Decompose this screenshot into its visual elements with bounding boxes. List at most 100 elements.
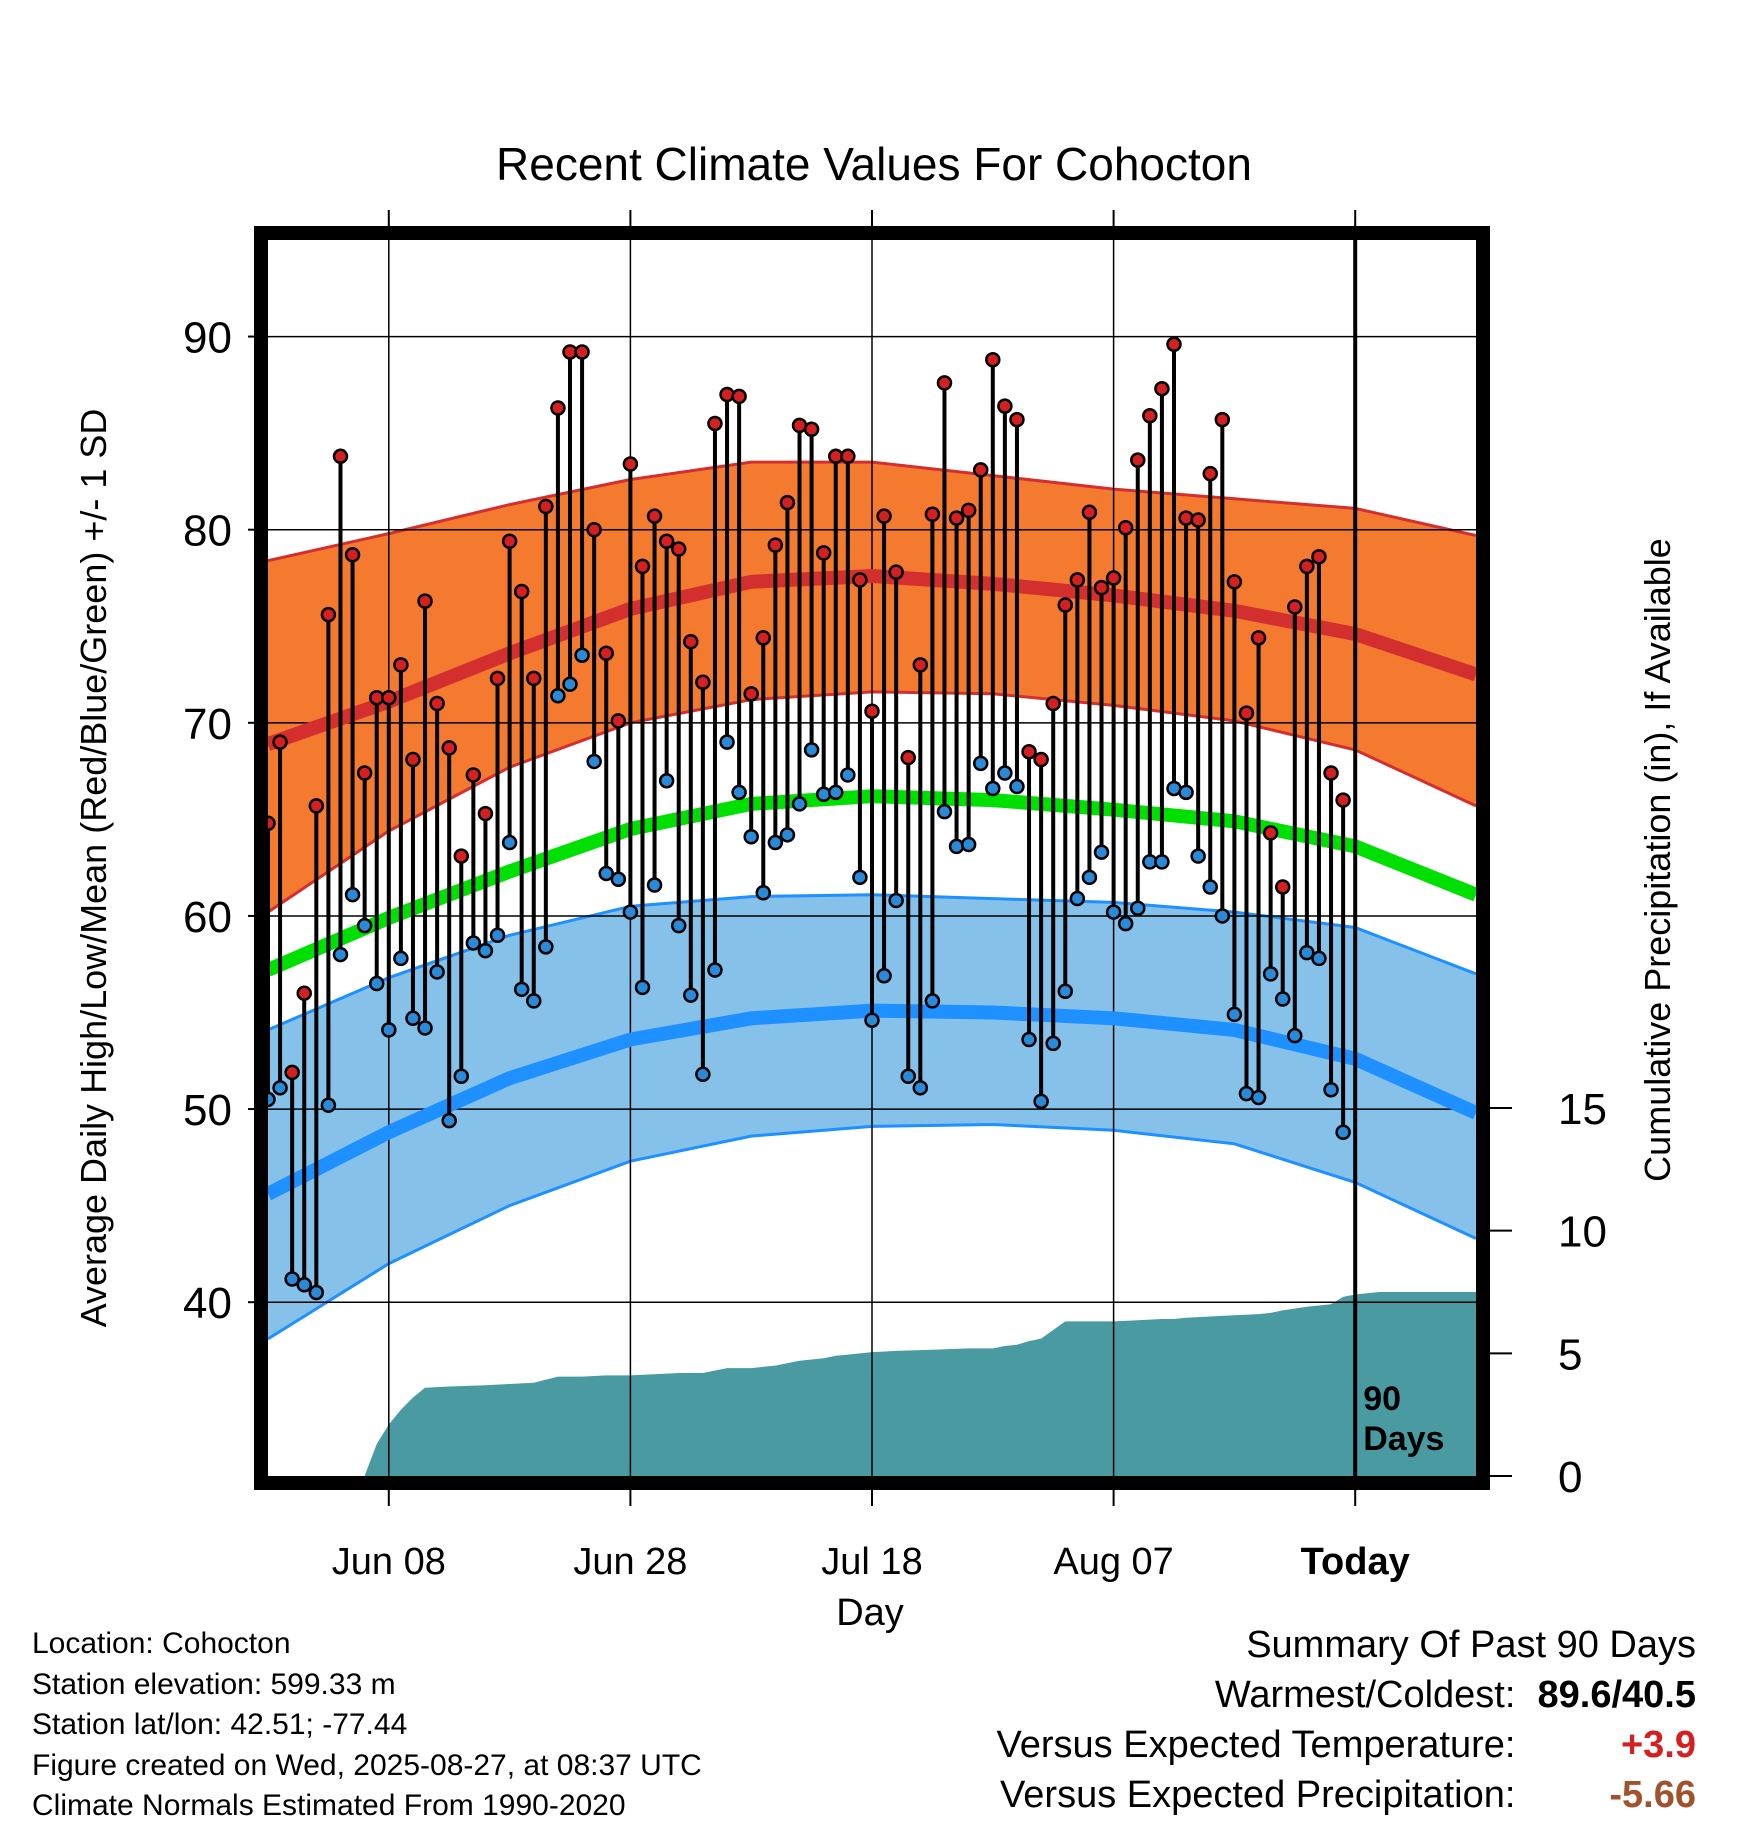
daily-low-point xyxy=(1335,1124,1351,1140)
station-info: Location: Cohocton Station elevation: 59… xyxy=(32,1624,702,1827)
daily-low-point xyxy=(477,942,494,959)
daily-low-point xyxy=(489,927,506,943)
daily-low-point xyxy=(864,1012,880,1028)
daily-low-point xyxy=(658,773,675,789)
y2-tick-label: 10 xyxy=(1558,1208,1607,1257)
daily-low-point xyxy=(755,885,772,901)
daily-high-point xyxy=(344,547,361,563)
daily-high-point xyxy=(900,749,916,766)
daily-high-point xyxy=(574,344,590,360)
daily-high-point xyxy=(683,633,699,650)
daily-high-point xyxy=(538,498,554,515)
daily-high-point xyxy=(960,502,977,519)
daily-low-point xyxy=(429,964,445,980)
daily-high-point xyxy=(1250,630,1267,646)
daily-high-point xyxy=(1033,751,1049,768)
temp-value: +3.9 xyxy=(1620,1724,1696,1766)
days-window-label: 90 xyxy=(1363,1380,1401,1418)
daily-low-point xyxy=(1274,991,1291,1007)
daily-high-point xyxy=(586,521,602,538)
daily-low-point xyxy=(1214,908,1231,924)
warm-cold-row: Warmest/Coldest: 89.6/40.5 xyxy=(997,1670,1696,1720)
daily-low-point xyxy=(803,742,820,758)
daily-low-point xyxy=(405,1010,421,1027)
daily-low-point xyxy=(441,1112,457,1129)
daily-high-point xyxy=(598,645,614,662)
daily-low-point xyxy=(912,1080,929,1096)
daily-high-point xyxy=(1238,705,1255,721)
daily-low-point xyxy=(574,647,590,663)
daily-high-point xyxy=(268,815,276,831)
y-tick-label: 60 xyxy=(183,893,232,942)
daily-low-point xyxy=(1117,915,1134,932)
daily-high-point xyxy=(658,533,675,550)
daily-high-point xyxy=(779,494,796,511)
daily-low-point xyxy=(719,734,735,750)
daily-low-point xyxy=(997,765,1013,781)
y2-tick-label: 15 xyxy=(1558,1085,1607,1134)
daily-high-point xyxy=(1311,548,1327,565)
daily-high-point xyxy=(1214,411,1231,428)
daily-high-point xyxy=(912,657,929,673)
daily-high-point xyxy=(1166,336,1182,353)
daily-low-point xyxy=(1081,869,1098,886)
daily-high-point xyxy=(719,386,735,403)
daily-low-point xyxy=(791,796,808,812)
daily-high-point xyxy=(308,798,325,814)
y-tick-label: 70 xyxy=(183,700,232,749)
daily-low-point xyxy=(1105,904,1122,920)
daily-low-point xyxy=(296,1277,312,1293)
daily-low-point xyxy=(1311,950,1327,967)
daily-low-point xyxy=(900,1068,916,1084)
daily-low-point xyxy=(453,1068,470,1084)
daily-low-point xyxy=(1323,1082,1339,1098)
y2-axis-label: Cumulative Precipitation (in), If Availa… xyxy=(1637,538,1678,1182)
daily-low-point xyxy=(1250,1089,1267,1106)
daily-high-point xyxy=(1093,579,1110,596)
daily-low-point xyxy=(924,993,941,1009)
daily-high-point xyxy=(815,545,832,561)
daily-high-point xyxy=(1130,452,1146,468)
x-axis-label: Day xyxy=(836,1592,904,1634)
normals-text: Climate Normals Estimated From 1990-2020 xyxy=(32,1789,626,1822)
daily-low-point xyxy=(634,979,651,996)
daily-high-point xyxy=(1142,407,1158,424)
daily-low-point xyxy=(1057,983,1074,1000)
daily-low-point xyxy=(767,834,784,851)
axes: 40 50 60 70 80 90 0 5 10 15 Jun 08 Jun 28 Jul 18 Aug … xyxy=(183,210,1607,1583)
daily-high-point xyxy=(985,351,1001,368)
daily-low-point xyxy=(1178,784,1194,801)
daily-low-point xyxy=(344,886,361,903)
daily-high-point xyxy=(393,657,409,673)
daily-high-point xyxy=(888,564,904,580)
x-tick-label: Aug 07 xyxy=(1053,1541,1173,1583)
daily-high-point xyxy=(1202,465,1218,482)
daily-low-point xyxy=(550,688,566,704)
daily-high-point xyxy=(272,734,288,750)
daily-high-point xyxy=(526,670,542,687)
daily-low-point xyxy=(695,1066,711,1083)
daily-high-point xyxy=(1117,520,1134,536)
daily-high-point xyxy=(1262,825,1279,841)
daily-high-point xyxy=(417,593,433,609)
daily-high-point xyxy=(1178,510,1194,526)
daily-low-point xyxy=(562,676,578,692)
daily-high-point xyxy=(332,448,349,465)
daily-high-point xyxy=(997,398,1013,414)
y2-tick-label: 0 xyxy=(1558,1453,1582,1502)
daily-high-point xyxy=(948,510,965,526)
daily-high-point xyxy=(852,572,868,588)
y2-tick-label: 5 xyxy=(1558,1330,1582,1379)
y-axis-label: Average Daily High/Low/Mean (Red/Blue/Gr… xyxy=(73,409,114,1328)
normal-high-line xyxy=(268,568,1476,751)
daily-high-point xyxy=(707,415,723,432)
y-tick-label: 50 xyxy=(183,1086,232,1135)
y-tick-label: 40 xyxy=(183,1279,232,1328)
daily-high-point xyxy=(1287,599,1303,615)
daily-low-point xyxy=(356,917,373,934)
daily-high-point xyxy=(670,541,687,557)
daily-low-point xyxy=(876,968,892,984)
summary-panel: Summary Of Past 90 Days Warmest/Coldest:… xyxy=(997,1620,1696,1820)
